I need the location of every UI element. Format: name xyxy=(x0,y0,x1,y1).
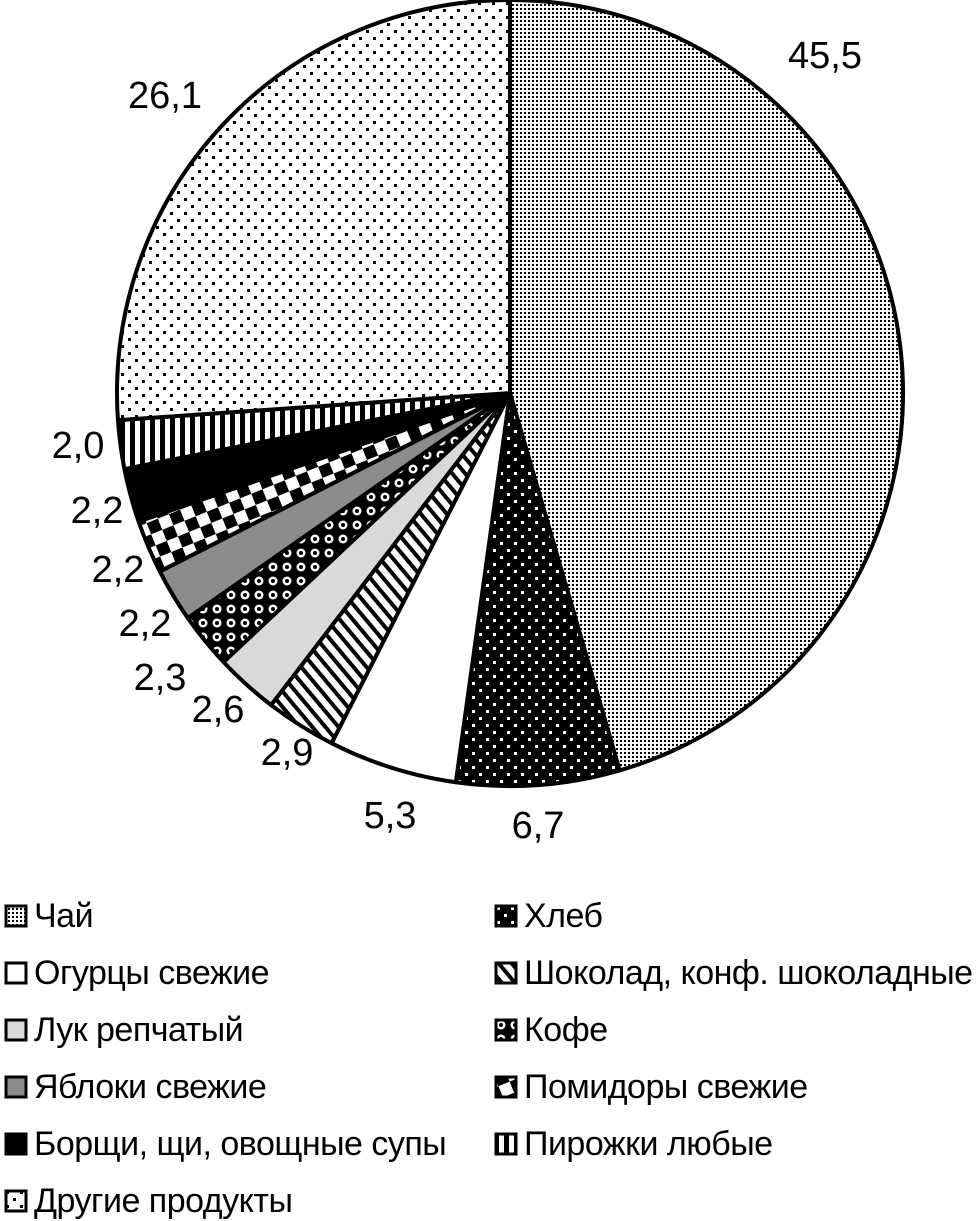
legend-label: Огурцы свежие xyxy=(34,953,270,992)
legend-label: Пирожки любые xyxy=(524,1124,773,1163)
slice-value-label: 5,3 xyxy=(364,795,417,837)
legend-item: Кофе xyxy=(494,1010,608,1050)
slice-value-label: 2,2 xyxy=(119,603,172,645)
legend-swatch-icon xyxy=(4,904,28,928)
slice-value-label: 2,0 xyxy=(52,425,105,467)
slice-value-label: 2,2 xyxy=(71,490,124,532)
legend: Чай Огурцы свежие Лук репчатый Яблоки свежи… xyxy=(0,890,980,1220)
legend-item: Яблоки свежие xyxy=(4,1067,267,1107)
legend-swatch-icon xyxy=(4,961,28,985)
legend-item: Другие продукты xyxy=(4,1181,293,1221)
legend-swatch-icon xyxy=(4,1132,28,1156)
slice-value-label: 26,1 xyxy=(128,75,202,117)
pie-chart: 45,5 6,7 5,3 2,9 2,62,3 2,2 2,2 2,2 2,0 26,1 xyxy=(52,0,906,847)
legend-item: Шоколад, конф. шоколадные xyxy=(494,953,973,993)
legend-swatch-icon xyxy=(494,1075,518,1099)
legend-label: Борщи, щи, овощные супы xyxy=(34,1124,447,1163)
legend-swatch-icon xyxy=(4,1189,28,1213)
legend-label: Кофе xyxy=(524,1010,608,1049)
legend-item: Помидоры свежие xyxy=(494,1067,808,1107)
legend-label: Хлеб xyxy=(524,896,603,935)
legend-item: Хлеб xyxy=(494,896,603,936)
slice-value-label: 2,2 xyxy=(92,549,145,591)
legend-swatch-icon xyxy=(4,1075,28,1099)
slice-value-label: 6,7 xyxy=(512,805,565,847)
pie-slices xyxy=(115,0,906,788)
legend-label: Яблоки свежие xyxy=(34,1067,267,1106)
slice-value-label: 45,5 xyxy=(788,35,862,77)
slice-value-label: 2,6 xyxy=(192,689,245,731)
legend-swatch-icon xyxy=(494,904,518,928)
legend-swatch-icon xyxy=(494,1018,518,1042)
legend-swatch-icon xyxy=(494,961,518,985)
legend-item: Огурцы свежие xyxy=(4,953,270,993)
legend-label: Другие продукты xyxy=(34,1181,293,1220)
legend-swatch-icon xyxy=(494,1132,518,1156)
pie-slice-1 xyxy=(508,0,906,773)
legend-label: Шоколад, конф. шоколадные xyxy=(524,953,973,992)
legend-label: Помидоры свежие xyxy=(524,1067,808,1106)
legend-item: Борщи, щи, овощные супы xyxy=(4,1124,447,1164)
legend-item: Чай xyxy=(4,896,94,936)
legend-label: Лук репчатый xyxy=(34,1010,244,1049)
pie-value-labels: 45,5 6,7 5,3 2,9 2,62,3 2,2 2,2 2,2 2,0 26,1 xyxy=(52,35,862,847)
slice-value-label: 2,9 xyxy=(261,732,314,774)
legend-item: Лук репчатый xyxy=(4,1010,244,1050)
legend-label: Чай xyxy=(34,896,94,935)
legend-item: Пирожки любые xyxy=(494,1124,773,1164)
legend-swatch-icon xyxy=(4,1018,28,1042)
pie-slice-11 xyxy=(115,0,512,423)
slice-value-label: 2,3 xyxy=(134,657,187,699)
